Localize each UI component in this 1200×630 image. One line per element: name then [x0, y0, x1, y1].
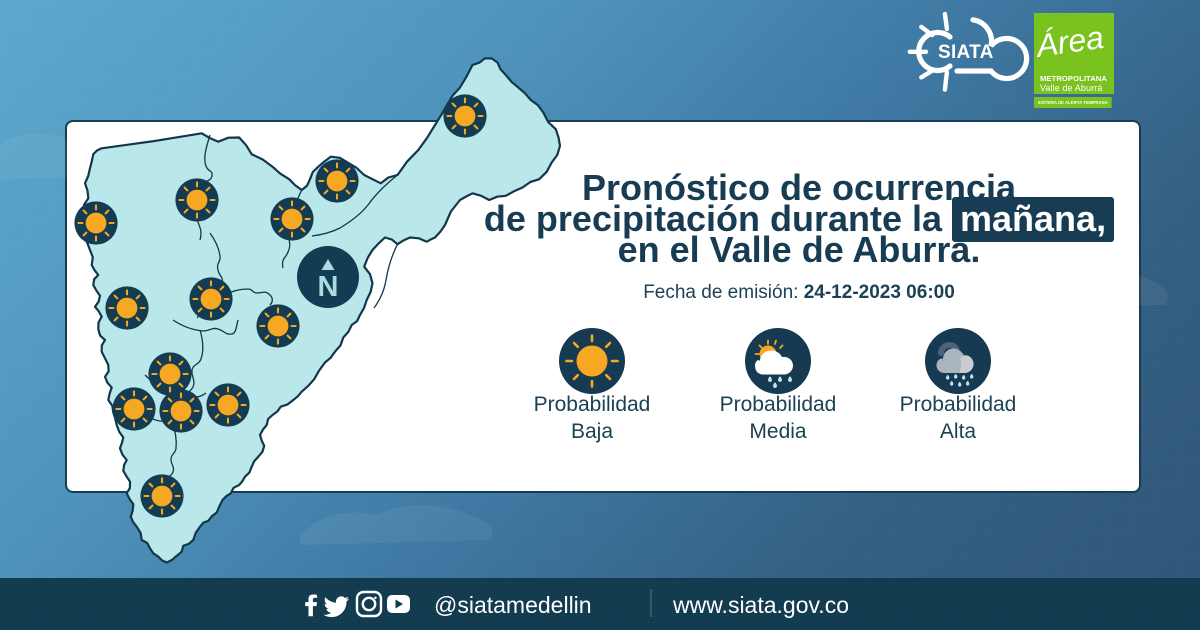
svg-text:SIATA: SIATA — [938, 42, 994, 63]
svg-text:Área: Área — [1034, 19, 1106, 64]
svg-text:N: N — [318, 271, 339, 303]
